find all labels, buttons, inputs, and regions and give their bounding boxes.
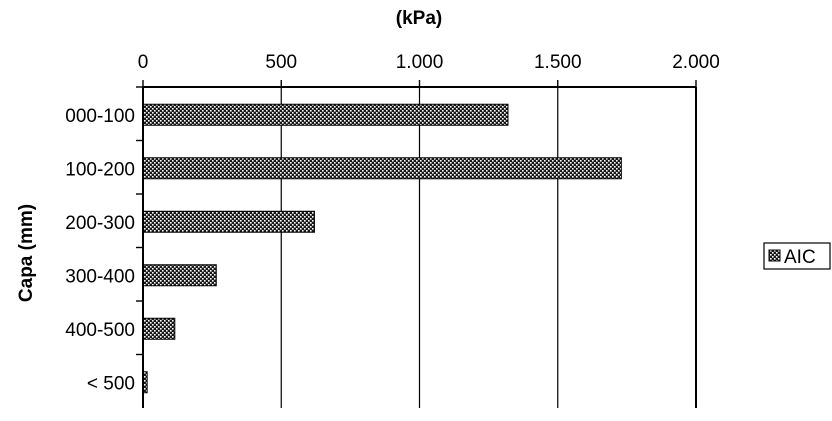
bar <box>142 103 509 126</box>
x-axis-title: (kPa) <box>396 8 442 29</box>
bar <box>142 264 217 287</box>
legend-box <box>763 242 831 270</box>
y-tick-label: < 500 <box>87 373 135 394</box>
x-tick-label: 2.000 <box>672 52 720 73</box>
x-tick-label: 1.000 <box>396 52 444 73</box>
bar <box>142 157 622 180</box>
y-axis-title: Capa (mm) <box>16 204 37 302</box>
bar <box>142 317 176 340</box>
legend: AIC <box>763 242 831 270</box>
y-tick-labels: 000-100 100-200 200-300 300-400 400-500 < 500 <box>65 106 135 395</box>
x-tick-label: 500 <box>265 52 297 73</box>
x-tick-labels: 0 500 1.000 1.500 2.000 <box>138 52 720 73</box>
legend-swatch-aic <box>768 249 781 262</box>
grid-lines <box>280 87 559 408</box>
x-tick-label: 0 <box>138 52 149 73</box>
axes <box>136 80 697 408</box>
y-tick-label: 300-400 <box>65 266 135 287</box>
y-tick-label: 200-300 <box>65 213 135 234</box>
y-tick-label: 100-200 <box>65 159 135 180</box>
x-tick-label: 1.500 <box>534 52 582 73</box>
bars <box>142 103 622 394</box>
bar <box>142 210 315 233</box>
y-tick-label: 000-100 <box>65 106 135 127</box>
y-tick-label: 400-500 <box>65 320 135 341</box>
legend-label-aic: AIC <box>784 247 816 268</box>
